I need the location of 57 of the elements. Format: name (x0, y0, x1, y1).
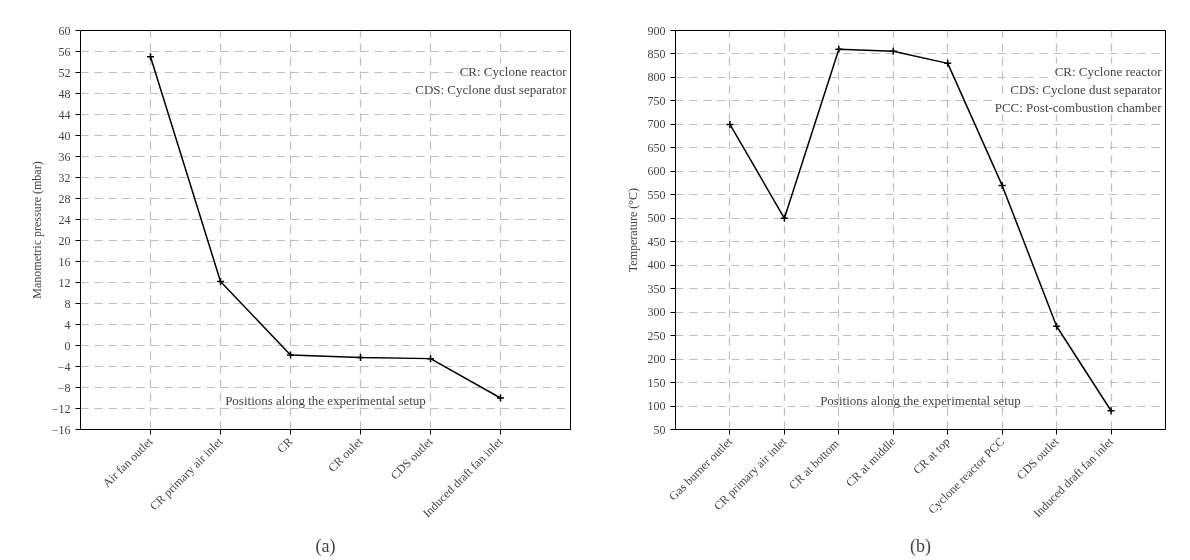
y-tick-label: 28 (58, 191, 71, 206)
y-tick-label: 800 (647, 70, 666, 85)
y-tick-label: 150 (647, 375, 666, 390)
point (889, 46, 898, 56)
y-tick-label: 16 (58, 254, 71, 269)
y-tick-label: 44 (58, 107, 71, 122)
point (997, 181, 1007, 190)
annotation: CDS: Cyclone dust separator (1010, 81, 1163, 97)
point (834, 45, 844, 54)
y-tick-label: 36 (58, 149, 71, 164)
annotation: PCC: Post-combustion chamber (994, 99, 1163, 115)
y-tick-label: 750 (647, 93, 666, 108)
y-tick-label: 600 (647, 164, 666, 179)
y-tick-label: 500 (647, 211, 666, 226)
x-tick-label: CR oulet (325, 434, 366, 475)
y-tick-label: 700 (647, 117, 666, 132)
y-tick-label: 450 (647, 234, 666, 249)
point (286, 350, 295, 360)
x-axis-title: Positions along the experimental setup (820, 392, 1021, 408)
y-tick-label: 20 (58, 233, 71, 248)
y-tick-label: 12 (58, 275, 71, 290)
y-tick-label: 900 (647, 23, 666, 38)
y-tick-label: 550 (647, 187, 666, 202)
y-tick-label: 32 (58, 170, 71, 185)
annotation: CR: Cyclone reactor (459, 63, 568, 79)
y-tick-label: 650 (647, 140, 666, 155)
x-tick-label: CR at top (910, 434, 953, 477)
y-tick-label: −16 (51, 422, 71, 437)
y-tick-label: 400 (647, 258, 666, 273)
y-tick-label: −12 (51, 401, 71, 416)
annotation: CR: Cyclone reactor (1054, 63, 1163, 79)
x-axis-title: Positions along the experimental setup (225, 392, 426, 408)
y-axis-title: Manometric pressure (mbar) (29, 161, 44, 299)
y-tick-label: 100 (647, 399, 666, 414)
y-tick-label: 200 (647, 352, 666, 367)
y-tick-label: 40 (58, 128, 71, 143)
y-axis-title: Temperature (°C) (625, 187, 640, 273)
y-tick-label: 48 (58, 86, 71, 101)
y-tick-label: −4 (57, 359, 71, 374)
y-tick-label: −8 (57, 380, 71, 395)
text: (b) (910, 535, 932, 557)
y-tick-label: 0 (64, 338, 71, 353)
y-tick-label: 52 (58, 65, 71, 80)
y-tick-label: 300 (647, 305, 666, 320)
text: (a) (315, 535, 336, 557)
y-tick-label: 24 (58, 212, 71, 227)
y-tick-label: 4 (64, 317, 71, 332)
point (1052, 321, 1061, 331)
y-tick-label: 8 (64, 296, 71, 311)
y-tick-label: 850 (647, 46, 666, 61)
y-tick-label: 350 (647, 281, 666, 296)
y-tick-label: 56 (58, 44, 71, 59)
annotation: CDS: Cyclone dust separator (415, 81, 568, 97)
y-tick-label: 60 (58, 23, 71, 38)
y-tick-label: 50 (653, 422, 666, 437)
x-tick-label: CR (274, 434, 296, 456)
y-tick-label: 250 (647, 328, 666, 343)
